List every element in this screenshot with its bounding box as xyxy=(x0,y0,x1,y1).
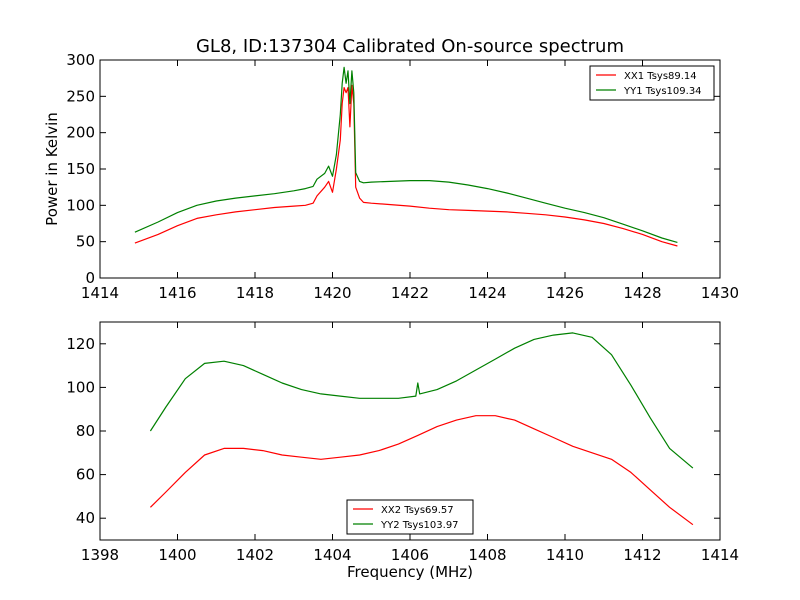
x-tick-label: 1416 xyxy=(158,284,196,302)
legend-box xyxy=(589,65,715,101)
chart-1: 1414 1416 1418 1420 1422 1424 1426 1428 1430 0 50 1… xyxy=(43,36,739,302)
chart-2-series-line-1 xyxy=(149,415,694,526)
x-tick-label: 1412 xyxy=(623,546,661,564)
x-tick-label: 1430 xyxy=(701,284,739,302)
chart-1-series-line-1 xyxy=(134,84,678,247)
y-tick-label: 300 xyxy=(66,51,95,69)
chart-2-series-line-2 xyxy=(149,332,694,469)
x-tick-label: 1408 xyxy=(468,546,506,564)
x-tick-label: 1426 xyxy=(546,284,584,302)
legend-entry: XX1 Tsys89.14 xyxy=(624,71,697,82)
y-tick-label: 150 xyxy=(66,160,95,178)
chart-title: GL8, ID:137304 Calibrated On-source spec… xyxy=(196,36,624,57)
x-tick-label: 1414 xyxy=(701,546,739,564)
y-tick-label: 40 xyxy=(76,509,95,527)
x-tick-label: 1400 xyxy=(158,546,196,564)
x-tick-label: 1420 xyxy=(313,284,351,302)
legend-entry: YY2 Tsys103.97 xyxy=(380,520,459,531)
legend-entry: YY1 Tsys109.34 xyxy=(623,86,702,97)
x-tick-label: 1406 xyxy=(391,546,429,564)
x-tick-label: 1410 xyxy=(546,546,584,564)
chart-1-series-line-2 xyxy=(134,66,678,243)
y-axis-label: Power in Kelvin xyxy=(43,112,61,226)
x-tick-label: 1414 xyxy=(81,284,119,302)
chart-2-legend: XX2 Tsys69.57 YY2 Tsys103.97 xyxy=(346,499,474,535)
x-tick-label: 1404 xyxy=(313,546,351,564)
x-tick-label: 1424 xyxy=(468,284,506,302)
y-tick-label: 80 xyxy=(76,422,95,440)
chart-1-legend: XX1 Tsys89.14 YY1 Tsys109.34 xyxy=(589,65,715,101)
y-tick-label: 100 xyxy=(66,196,95,214)
legend-entry: XX2 Tsys69.57 xyxy=(381,505,454,516)
x-axis-label: Frequency (MHz) xyxy=(347,563,473,581)
chart-2: 1398 1400 1402 1404 1406 1408 1410 1412 1414 40 60… xyxy=(66,321,739,581)
x-tick-label: 1398 xyxy=(81,546,119,564)
x-tick-label: 1422 xyxy=(391,284,429,302)
y-tick-label: 60 xyxy=(76,466,95,484)
y-tick-label: 200 xyxy=(66,124,95,142)
x-tick-label: 1418 xyxy=(236,284,274,302)
y-tick-label: 250 xyxy=(66,87,95,105)
y-tick-label: 50 xyxy=(76,233,95,251)
legend-box xyxy=(346,499,474,535)
y-tick-label: 120 xyxy=(66,335,95,353)
y-tick-label: 0 xyxy=(85,269,95,287)
x-tick-label: 1402 xyxy=(236,546,274,564)
x-tick-label: 1428 xyxy=(623,284,661,302)
y-tick-label: 100 xyxy=(66,378,95,396)
